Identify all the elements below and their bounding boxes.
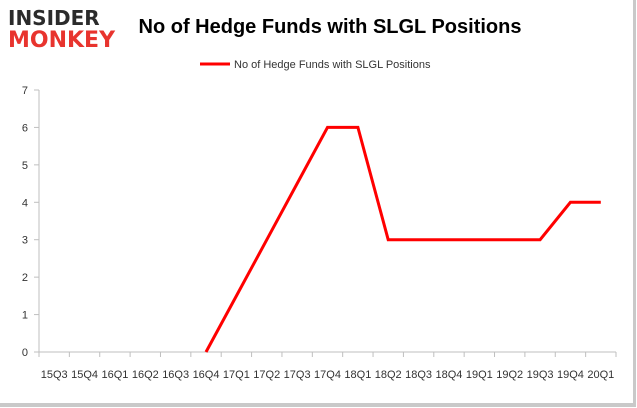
x-tick-label: 15Q3 — [41, 369, 68, 381]
y-tick-label: 4 — [22, 197, 28, 209]
x-tick-label: 16Q2 — [132, 369, 159, 381]
x-tick-label: 18Q1 — [344, 369, 371, 381]
legend: No of Hedge Funds with SLGL Positions — [200, 59, 431, 71]
y-tick-label: 6 — [22, 122, 28, 134]
chart-title: No of Hedge Funds with SLGL Positions — [138, 16, 522, 38]
logo-text-insider: INSIDER — [8, 6, 100, 30]
y-tick-label: 7 — [22, 85, 28, 97]
x-tick-label: 16Q1 — [101, 369, 128, 381]
y-tick-label: 1 — [22, 310, 28, 322]
x-tick-label: 16Q4 — [193, 369, 220, 381]
x-tick-label: 17Q4 — [314, 369, 341, 381]
x-tick-label: 16Q3 — [162, 369, 189, 381]
x-tick-label: 17Q3 — [284, 369, 311, 381]
x-tick-label: 18Q4 — [436, 369, 463, 381]
x-tick-label: 17Q1 — [223, 369, 250, 381]
plot-area — [204, 125, 601, 353]
logo-text-monkey: MONKEY — [8, 28, 116, 53]
insider-monkey-logo: INSIDER MONKEY — [8, 6, 118, 54]
x-tick-label: 20Q1 — [587, 369, 614, 381]
x-tick-label: 19Q4 — [557, 369, 584, 381]
x-tick-label: 18Q3 — [405, 369, 432, 381]
x-tick-label: 18Q2 — [375, 369, 402, 381]
series-line — [204, 125, 601, 353]
x-tick-label: 19Q2 — [496, 369, 523, 381]
legend-label: No of Hedge Funds with SLGL Positions — [234, 59, 431, 71]
y-tick-label: 5 — [22, 160, 28, 172]
x-tick-label: 15Q4 — [71, 369, 98, 381]
x-tick-label: 19Q1 — [466, 369, 493, 381]
y-axis: 0 1 2 3 4 5 6 7 — [22, 85, 40, 359]
x-tick-label: 19Q3 — [527, 369, 554, 381]
x-axis: 15Q3 15Q4 16Q1 16Q2 16Q3 16Q4 17Q1 17Q2 17Q3 17Q4… — [38, 351, 617, 381]
x-tick-label: 17Q2 — [253, 369, 280, 381]
y-tick-label: 2 — [22, 272, 28, 284]
y-tick-label: 3 — [22, 235, 28, 247]
y-tick-label: 0 — [22, 347, 28, 359]
